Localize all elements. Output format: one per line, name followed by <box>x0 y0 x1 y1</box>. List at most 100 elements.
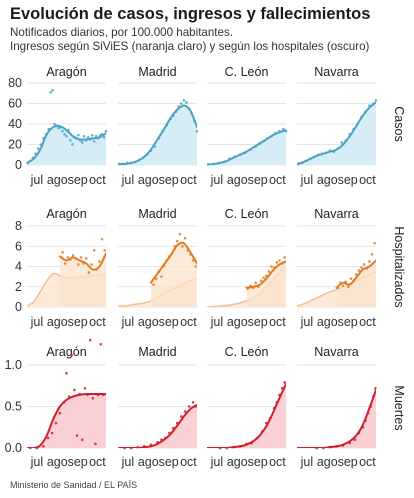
daily-point <box>143 445 146 448</box>
daily-point <box>84 139 88 142</box>
daily-point <box>275 401 279 404</box>
daily-point <box>98 133 102 137</box>
daily-point <box>194 405 197 408</box>
daily-point <box>212 162 215 166</box>
series-line <box>118 403 197 448</box>
daily-point <box>320 152 324 156</box>
daily-point <box>103 249 106 252</box>
daily-point <box>84 257 88 260</box>
daily-point <box>90 263 93 266</box>
daily-point <box>62 401 66 404</box>
source-credit: Ministerio de Sanidad / EL PAÍS <box>10 480 138 490</box>
panel-region-label: Madrid <box>138 65 176 79</box>
daily-point <box>322 446 325 450</box>
daily-point <box>169 117 172 121</box>
panel-muertes-0: Aragón jul ago sep oct <box>27 338 106 469</box>
x-tick-label: oct <box>180 315 197 329</box>
daily-point <box>152 283 155 287</box>
daily-point <box>283 381 286 384</box>
daily-point <box>282 127 285 131</box>
x-tick-label: sep <box>338 455 358 469</box>
panel-region-label: Madrid <box>138 345 176 359</box>
daily-point <box>272 406 276 410</box>
x-tick-label: sep <box>68 315 88 329</box>
daily-point <box>270 265 273 268</box>
daily-point <box>81 438 84 442</box>
daily-point <box>98 260 101 263</box>
daily-point <box>339 281 342 285</box>
daily-point <box>365 267 369 270</box>
x-tick-label: jul <box>30 315 44 329</box>
x-tick-label: oct <box>89 455 106 469</box>
x-tick-label: jul <box>210 315 224 329</box>
panel-region-label: C. León <box>225 65 269 79</box>
x-tick-label: jul <box>121 455 135 469</box>
y-tick-label: 2 <box>15 280 22 294</box>
y-tick-label: 1.0 <box>5 358 22 372</box>
daily-point <box>149 149 153 152</box>
x-tick-label: sep <box>159 173 179 187</box>
daily-point <box>162 264 166 267</box>
series-area <box>246 261 286 307</box>
panel-casos-3: Navarra jul ago sep oct <box>297 65 378 187</box>
daily-point <box>217 161 221 165</box>
x-tick-label: sep <box>248 173 268 187</box>
daily-point <box>42 137 45 140</box>
daily-point <box>341 444 345 447</box>
daily-point <box>272 266 276 269</box>
daily-point <box>183 236 187 240</box>
x-tick-label: sep <box>248 455 268 469</box>
series-area <box>297 389 376 448</box>
daily-point <box>50 431 54 435</box>
series-area <box>297 102 376 165</box>
daily-point <box>145 153 149 157</box>
x-tick-label: oct <box>359 315 376 329</box>
daily-point <box>157 270 161 273</box>
panel-plot-area <box>207 129 286 165</box>
daily-point <box>42 445 45 448</box>
daily-point <box>189 253 192 256</box>
daily-point <box>175 421 179 425</box>
daily-point <box>275 261 279 264</box>
x-tick-label: oct <box>269 315 286 329</box>
daily-point <box>79 139 82 142</box>
daily-point <box>79 256 83 259</box>
daily-point <box>370 253 374 256</box>
x-tick-label: oct <box>180 173 197 187</box>
daily-point <box>347 285 350 289</box>
panel-plot-area <box>27 252 106 307</box>
chart-title: Evolución de casos, ingresos y fallecimi… <box>10 5 371 23</box>
daily-point <box>228 157 231 161</box>
daily-point <box>348 132 351 136</box>
daily-point <box>75 434 79 437</box>
daily-point <box>278 129 281 133</box>
y-tick-label: 60 <box>8 97 22 111</box>
daily-point <box>173 244 176 248</box>
series-area <box>118 404 197 448</box>
panel-plot-area <box>297 101 376 165</box>
daily-point <box>92 140 96 143</box>
daily-point <box>35 446 39 450</box>
panel-hosp-1: Madrid jul ago sep oct <box>118 207 197 329</box>
x-tick-label: jul <box>30 173 44 187</box>
panel-hosp-3: Navarra jul ago sep oct <box>297 207 376 329</box>
daily-point <box>39 143 43 146</box>
daily-point <box>88 138 92 141</box>
daily-point <box>328 445 332 449</box>
daily-point <box>356 122 359 126</box>
daily-point <box>336 286 340 290</box>
daily-point <box>324 151 328 154</box>
x-tick-label: sep <box>248 315 268 329</box>
daily-point <box>82 135 86 138</box>
daily-point <box>369 405 373 408</box>
daily-point <box>191 259 195 262</box>
daily-point <box>66 256 70 259</box>
daily-point <box>254 145 258 148</box>
daily-point <box>193 119 196 123</box>
panel-plot-area <box>118 104 197 165</box>
panel-plot-area <box>27 124 106 165</box>
panel-hosp-0: Aragón jul ago sep oct <box>27 207 106 329</box>
daily-point <box>63 132 66 136</box>
x-tick-label: ago <box>227 455 248 469</box>
daily-point <box>181 244 184 248</box>
